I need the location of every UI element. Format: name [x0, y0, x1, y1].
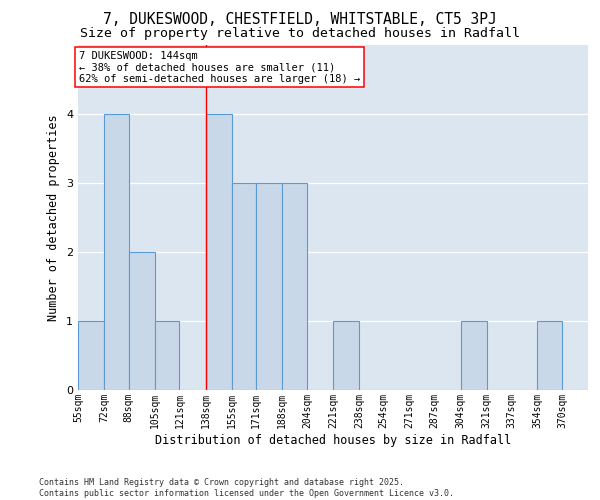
Bar — [104, 114, 128, 390]
Bar — [78, 321, 104, 390]
Text: 7 DUKESWOOD: 144sqm
← 38% of detached houses are smaller (11)
62% of semi-detach: 7 DUKESWOOD: 144sqm ← 38% of detached ho… — [79, 50, 360, 84]
Y-axis label: Number of detached properties: Number of detached properties — [47, 114, 61, 321]
Bar — [128, 252, 155, 390]
Bar — [155, 321, 179, 390]
Bar — [333, 321, 359, 390]
Bar — [283, 183, 307, 390]
Text: Contains HM Land Registry data © Crown copyright and database right 2025.
Contai: Contains HM Land Registry data © Crown c… — [39, 478, 454, 498]
Bar — [256, 183, 283, 390]
Text: 7, DUKESWOOD, CHESTFIELD, WHITSTABLE, CT5 3PJ: 7, DUKESWOOD, CHESTFIELD, WHITSTABLE, CT… — [103, 12, 497, 28]
Text: Size of property relative to detached houses in Radfall: Size of property relative to detached ho… — [80, 28, 520, 40]
X-axis label: Distribution of detached houses by size in Radfall: Distribution of detached houses by size … — [155, 434, 511, 446]
Bar — [205, 114, 232, 390]
Bar — [232, 183, 256, 390]
Bar — [461, 321, 487, 390]
Bar — [538, 321, 562, 390]
